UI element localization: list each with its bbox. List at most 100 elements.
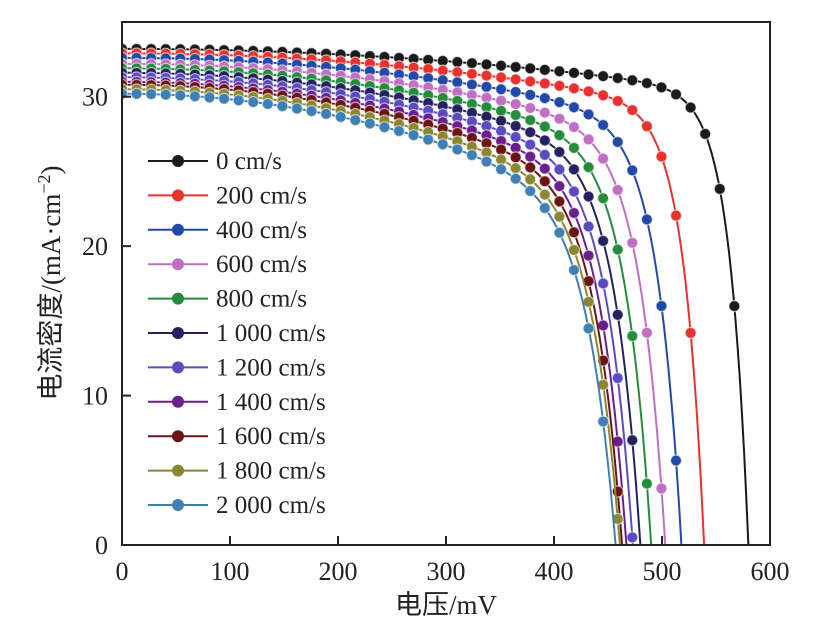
series-point [597,192,610,205]
series-point [203,91,216,104]
series-point [509,60,522,74]
x-tick-label: 400 [535,557,574,586]
series-point [567,206,581,220]
series-point [582,85,595,98]
series-point [597,415,610,428]
series-point [465,57,479,70]
series-4 [122,62,653,545]
legend-label: 0 cm/s [216,148,282,175]
series-point [597,319,610,332]
series-point [509,85,522,99]
series-point [524,138,537,151]
series-point [480,80,493,93]
series-8 [122,78,624,545]
y-axis-title-superscript: −2 [34,174,54,193]
series-point [378,121,391,134]
y-axis-title-close: ) [36,165,66,174]
legend-label: 800 cm/s [216,286,307,313]
x-axis-ticks: 0 100 200 300 400 500 600 [116,536,790,586]
series-point [655,482,668,495]
series-point [509,172,522,185]
y-axis-ticks: 0 10 20 30 [82,83,131,560]
legend-marker [172,361,184,374]
legend-marker [172,464,184,477]
series-point [640,326,653,339]
series-point [524,184,537,198]
series-point [509,73,522,86]
series-point [538,134,551,147]
series-point [494,83,508,96]
legend-label: 400 cm/s [216,217,307,244]
legend-label: 600 cm/s [216,251,307,278]
series-point [611,71,624,85]
series-point [524,114,537,127]
series-point [320,107,333,121]
legend-marker [172,155,184,167]
series-point [524,173,537,186]
series-point [597,70,610,83]
series-point [597,152,610,165]
legend-label: 1 000 cm/s [216,320,326,347]
series-point [611,485,624,498]
series-point [582,322,595,335]
series-point [626,531,639,544]
series-point [655,81,668,94]
series-point [567,82,581,95]
series-point [597,277,610,290]
series-point [640,213,653,226]
series-point [145,88,158,101]
series-point [538,77,551,90]
series-0 [122,42,750,545]
series-point [451,143,464,156]
series-point [582,295,595,308]
legend-marker [172,430,184,443]
legend-label: 1 200 cm/s [216,354,326,381]
x-tick-label: 200 [319,557,358,586]
x-axis-title: 电压/mV [395,590,498,620]
series-point [567,141,581,154]
series-point [480,58,493,71]
series-line [122,80,628,545]
series-point [538,162,551,175]
series-point [597,89,610,102]
series-point [509,151,522,164]
series-point [480,69,493,82]
series-point [305,105,318,118]
legend-label: 1 400 cm/s [216,389,326,416]
series-point [669,209,683,222]
series-point [538,201,551,215]
series-6 [122,71,639,545]
series-point [261,97,274,111]
series-point [509,162,522,175]
series-point [611,135,624,149]
series-point [524,62,537,75]
series-point [509,108,522,122]
series-line [122,67,653,545]
series-point [174,89,187,102]
series-point [699,127,712,141]
series-point [130,87,143,100]
series-point [363,117,376,130]
x-tick-label: 300 [427,557,466,586]
series-point [626,164,639,177]
series-point [538,188,551,201]
series-point [582,133,595,146]
series-point [349,114,362,127]
series-point [538,63,551,76]
legend-marker [172,499,184,511]
series-point [611,371,624,385]
series-point [611,183,624,197]
series-point [553,210,566,223]
x-tick-label: 100 [211,557,250,586]
legend: 0 cm/s 200 cm/s 400 cm/s 600 cm/s 800 cm/s 1 … [148,148,326,519]
series-point [553,226,566,239]
series-point [538,148,551,161]
series-point [728,300,741,313]
series-point [334,110,347,124]
series-point [232,94,245,107]
series-point [713,182,726,196]
series-point [611,512,624,526]
legend-marker [172,189,184,202]
series-point [407,129,420,142]
series-point [567,226,581,239]
